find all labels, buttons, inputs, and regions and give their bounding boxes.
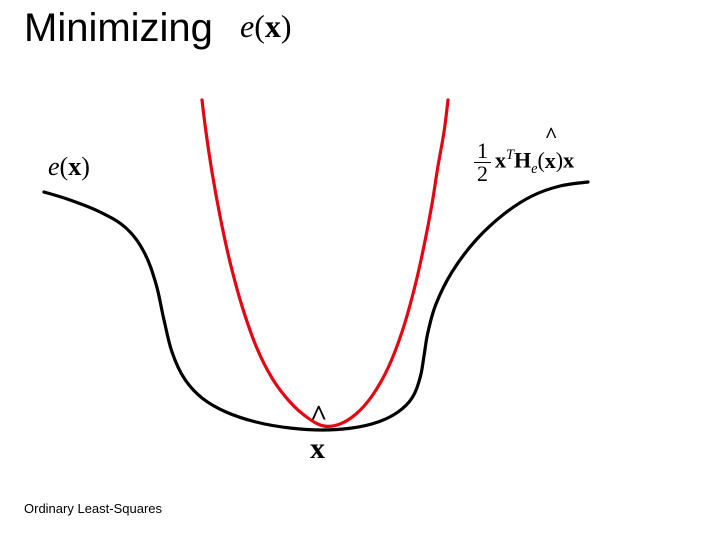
error-function-curve xyxy=(44,182,588,430)
curves-svg xyxy=(0,0,720,540)
quadratic-approx-curve xyxy=(202,100,448,426)
plot-area xyxy=(0,0,720,540)
label-quadratic-form: 1 2 xTHe(^x)x xyxy=(474,140,684,185)
footer-text: Ordinary Least-Squares xyxy=(24,501,162,516)
label-e-of-x: e(x) xyxy=(48,152,90,182)
label-x-hat: ^x xyxy=(310,432,325,466)
